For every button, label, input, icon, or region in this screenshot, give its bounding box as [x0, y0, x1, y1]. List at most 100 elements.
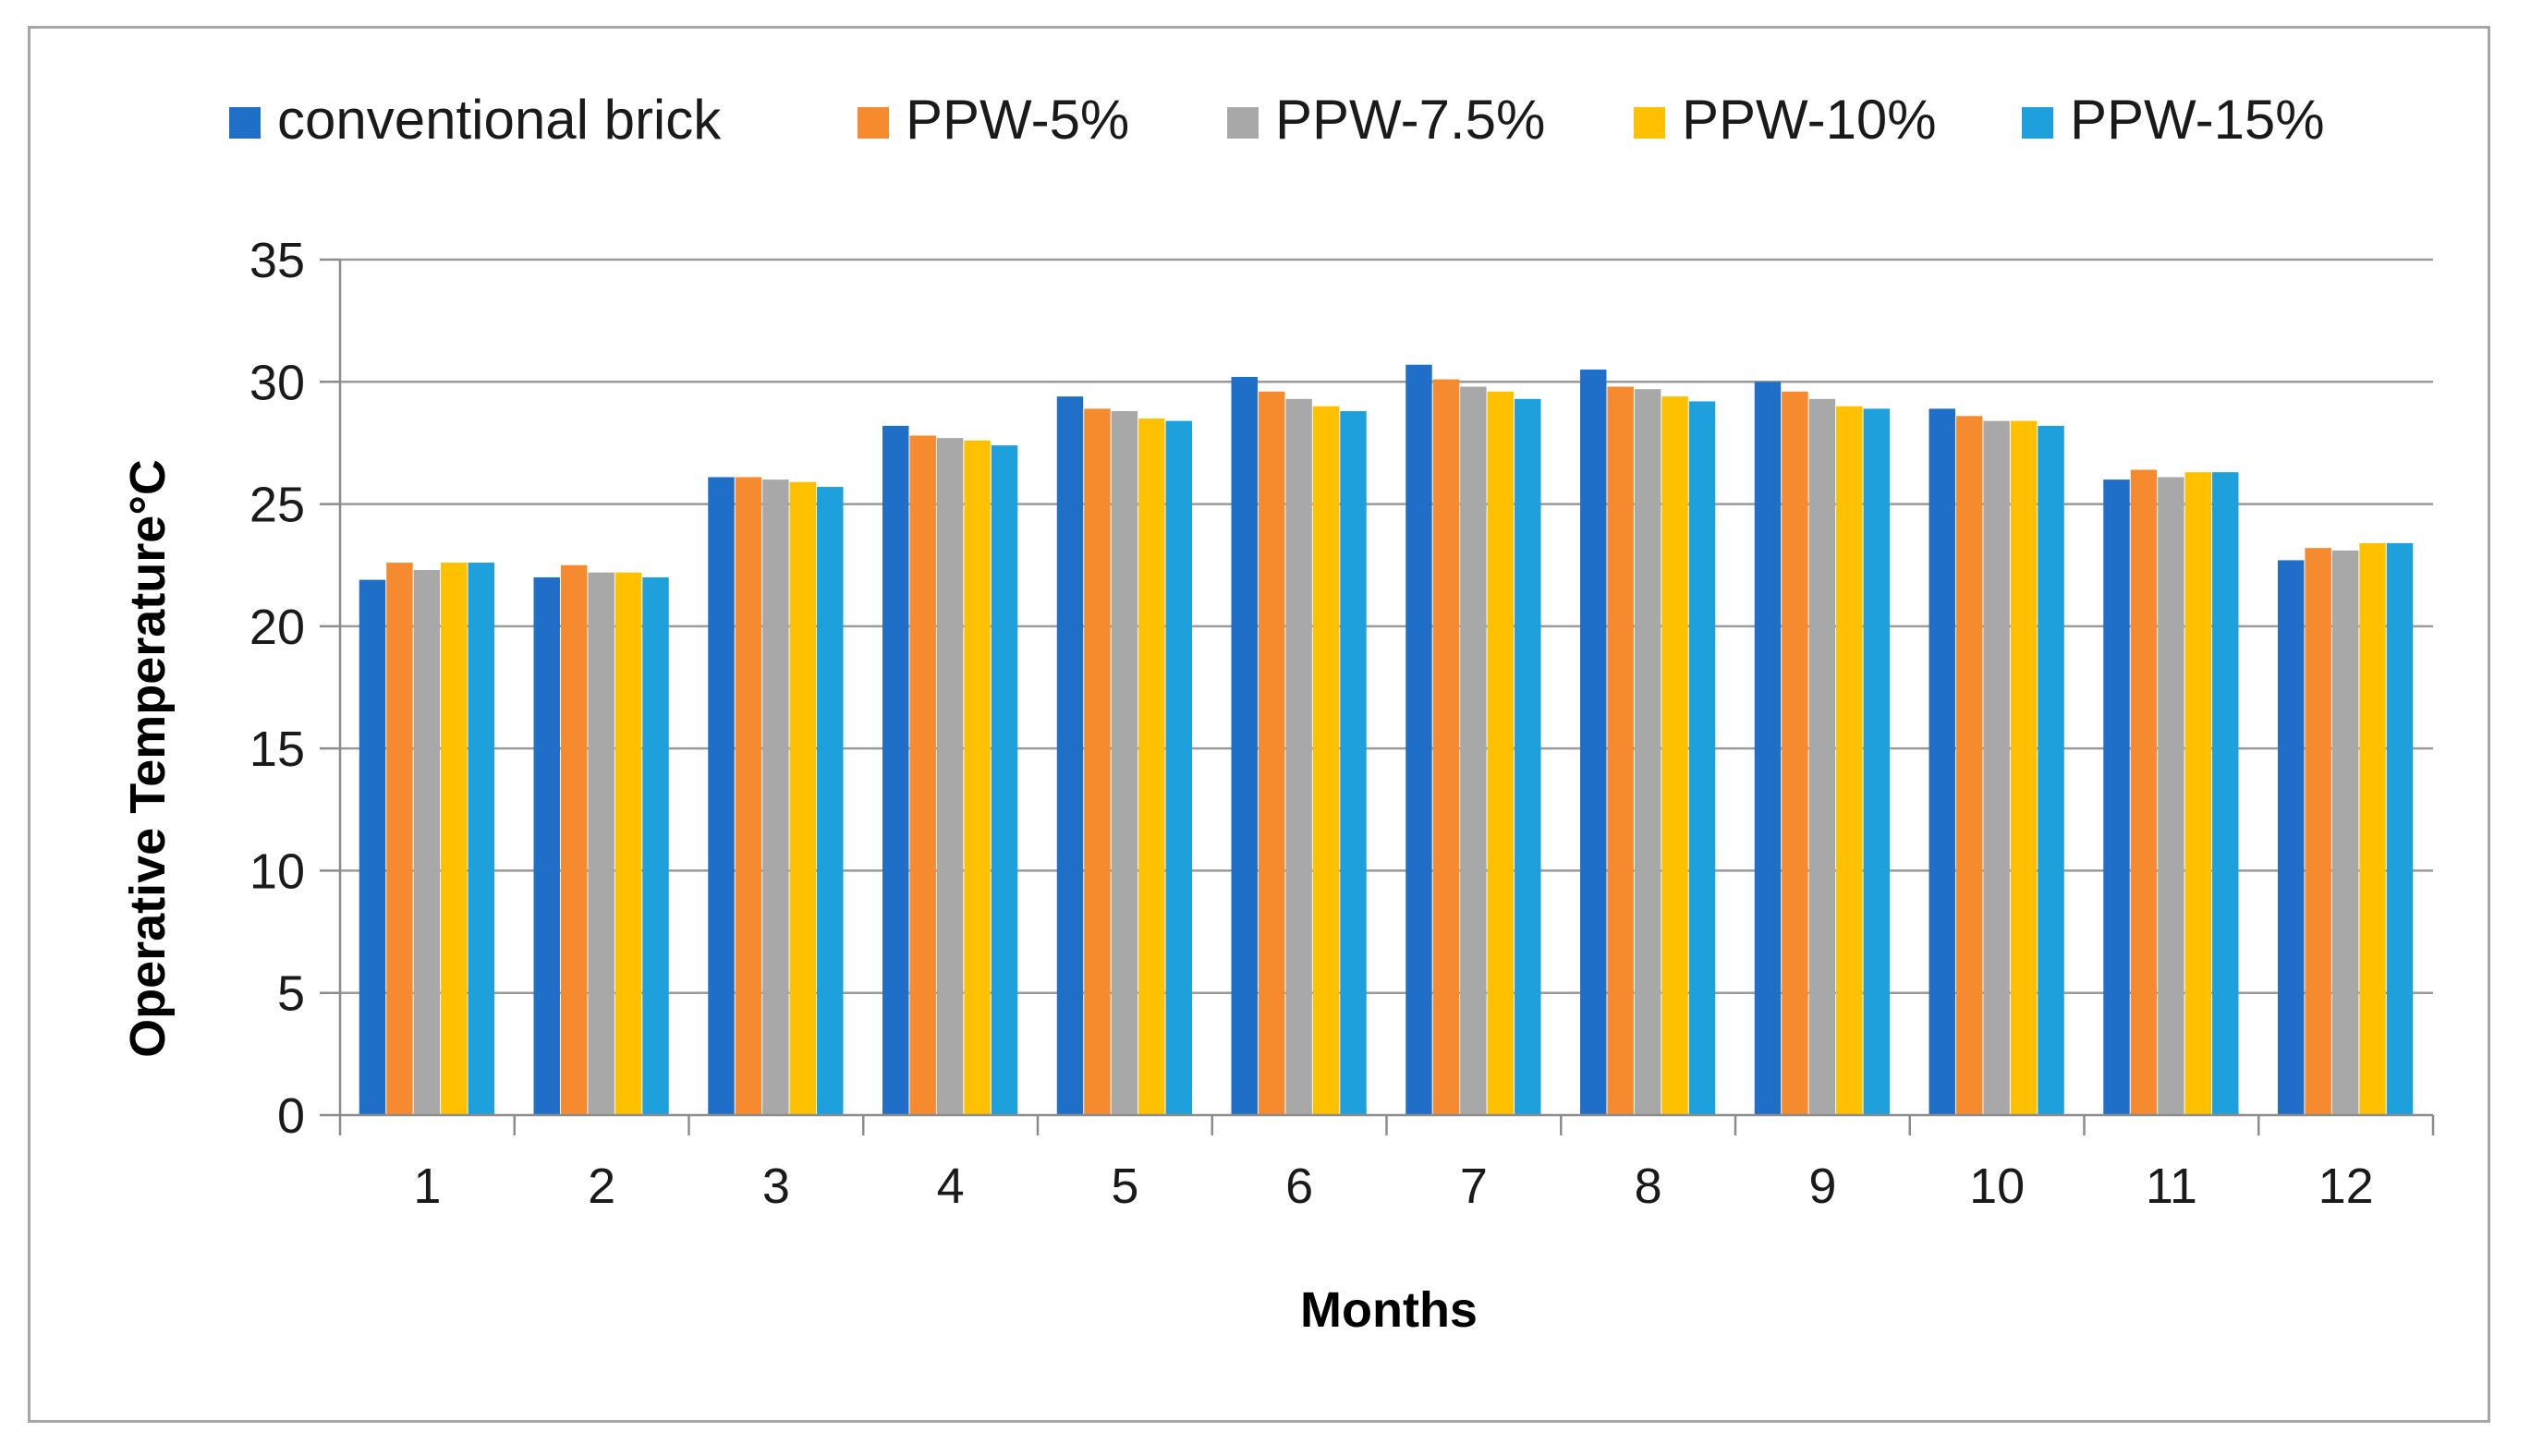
chart-frame: 0 5 10 15 20 25 30 35 1 2 3 4 5 6 7 8 9 10 11 12 conventio… [28, 26, 2490, 1423]
legend-swatch [2022, 107, 2053, 139]
bar [2103, 479, 2130, 1115]
x-tick-label: 7 [1460, 1159, 1488, 1214]
y-tick-label: 0 [277, 1088, 305, 1144]
bar [588, 572, 614, 1115]
x-tick-label: 3 [762, 1159, 790, 1214]
bar [642, 576, 669, 1115]
x-tick-label: 5 [1111, 1159, 1138, 1214]
x-tick-label: 11 [2146, 1159, 2197, 1214]
bar [2010, 420, 2038, 1115]
bar [964, 440, 991, 1116]
x-tick-label: 8 [1635, 1159, 1662, 1214]
x-tick-label: 1 [413, 1159, 441, 1214]
bar [1607, 386, 1634, 1115]
bar [1634, 389, 1661, 1115]
bar [468, 563, 494, 1115]
y-tick-label: 35 [249, 233, 305, 288]
bar [789, 481, 817, 1115]
bar [1929, 408, 1955, 1116]
y-tick-label: 5 [277, 966, 305, 1022]
bar [1285, 398, 1312, 1115]
bar [735, 477, 762, 1115]
bar [413, 570, 441, 1115]
bar [1084, 408, 1111, 1116]
bar [359, 579, 386, 1115]
bar [1312, 406, 1340, 1115]
bar [708, 477, 735, 1115]
legend: conventional brick PPW-5% PPW-7.5% PPW-10% P… [229, 89, 2325, 151]
bar [1754, 382, 1782, 1115]
bar [533, 576, 560, 1115]
x-tick-label: 12 [2318, 1159, 2374, 1214]
bar [1231, 376, 1258, 1116]
x-tick-label: 9 [1808, 1159, 1836, 1214]
bar [1432, 379, 1460, 1115]
bar [2130, 469, 2158, 1115]
bar [1487, 391, 1515, 1116]
x-axis-title: Months [1300, 1282, 1478, 1338]
x-tick-label: 2 [588, 1159, 615, 1214]
bar [1460, 386, 1487, 1115]
x-tick-label: 10 [1969, 1159, 2025, 1214]
bar [614, 572, 642, 1115]
x-tick-label: 4 [937, 1159, 965, 1214]
bar [936, 438, 964, 1115]
bar [1340, 411, 1367, 1115]
bar [1863, 408, 1890, 1116]
y-axis-title: Operative Temperature°C [120, 459, 176, 1058]
legend-swatch [1227, 107, 1259, 139]
y-tick-label: 15 [249, 722, 305, 777]
axes [320, 258, 2435, 1135]
legend-label: conventional brick [277, 89, 722, 151]
bar [1983, 420, 2010, 1115]
legend-label: PPW-15% [2070, 89, 2325, 151]
legend-swatch [858, 107, 889, 139]
legend-label: PPW-7.5% [1275, 89, 1545, 151]
bars [359, 364, 2414, 1116]
bar [1782, 391, 1808, 1116]
bar [2359, 542, 2386, 1115]
y-tick-label: 20 [249, 600, 305, 655]
legend-label: PPW-10% [1682, 89, 1937, 151]
bar [1165, 420, 1192, 1115]
bar [817, 487, 844, 1115]
bar [1955, 416, 1983, 1116]
bar [1258, 391, 1285, 1116]
legend-swatch [229, 107, 261, 139]
bar [2386, 542, 2414, 1115]
bar [1808, 398, 1836, 1115]
bar [2158, 477, 2184, 1115]
bar [909, 435, 936, 1115]
legend-label: PPW-5% [906, 89, 1129, 151]
bar [991, 445, 1018, 1115]
bar [1111, 411, 1138, 1115]
bar [2212, 472, 2239, 1116]
bar [1836, 406, 1863, 1115]
bar [762, 479, 789, 1115]
bar [1405, 364, 1432, 1115]
bar [560, 564, 588, 1115]
y-tick-label: 25 [249, 478, 305, 533]
bar [386, 563, 413, 1115]
legend-swatch [1634, 107, 1665, 139]
x-tick-label: 6 [1285, 1159, 1313, 1214]
bar [1688, 401, 1716, 1115]
bar [1661, 396, 1688, 1115]
bar [1515, 398, 1541, 1115]
bar [2038, 425, 2064, 1115]
bar [2331, 550, 2359, 1115]
bar [2278, 560, 2305, 1115]
y-tick-label: 10 [249, 843, 305, 899]
bar [1138, 418, 1165, 1115]
x-tick-labels: 1 2 3 4 5 6 7 8 9 10 11 12 [413, 1159, 2373, 1214]
bar [1056, 396, 1084, 1115]
bar [2184, 472, 2212, 1116]
bar [1580, 370, 1607, 1115]
y-tick-labels: 0 5 10 15 20 25 30 35 [249, 233, 305, 1144]
bar [882, 425, 909, 1115]
y-tick-label: 30 [249, 355, 305, 410]
gridlines [340, 258, 2433, 994]
bar [441, 563, 468, 1115]
bar [2305, 548, 2331, 1115]
